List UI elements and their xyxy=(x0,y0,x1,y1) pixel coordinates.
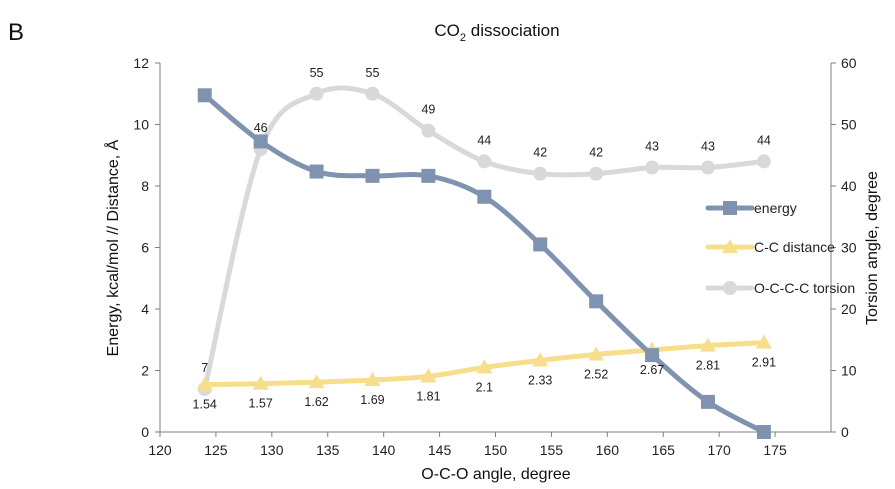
y-tick-label-right: 50 xyxy=(841,117,857,133)
data-point-o-c-c-c-torsion xyxy=(365,86,380,101)
data-label-c-c-distance: 2.81 xyxy=(696,359,720,373)
legend-marker-energy xyxy=(723,201,737,215)
y-axis-label-right: Torsion angle, degree xyxy=(864,171,881,325)
data-point-energy xyxy=(533,237,548,252)
legend-label-c-c-distance: C-C distance xyxy=(754,239,835,255)
data-label-c-c-distance: 2.52 xyxy=(584,368,608,382)
data-point-o-c-c-c-torsion xyxy=(700,160,715,175)
data-point-o-c-c-c-torsion xyxy=(533,166,548,181)
data-point-c-c-distance xyxy=(588,346,605,361)
data-point-o-c-c-c-torsion xyxy=(756,154,771,169)
y-tick-label-left: 12 xyxy=(133,55,149,71)
data-point-c-c-distance xyxy=(755,334,772,349)
data-label-torsion: 43 xyxy=(645,140,659,154)
y-tick-label-right: 40 xyxy=(841,178,857,194)
y-tick-label-right: 60 xyxy=(841,55,857,71)
data-point-c-c-distance xyxy=(364,372,381,387)
data-label-c-c-distance: 2.1 xyxy=(476,380,493,394)
panel-label: B xyxy=(8,19,24,46)
x-tick-label: 130 xyxy=(260,442,284,458)
x-axis-label: O-C-O angle, degree xyxy=(421,466,571,483)
data-point-c-c-distance xyxy=(252,375,269,390)
data-label-torsion: 7 xyxy=(201,361,208,375)
data-label-c-c-distance: 1.57 xyxy=(248,397,272,411)
data-point-c-c-distance xyxy=(476,359,493,374)
data-point-o-c-c-c-torsion xyxy=(645,160,660,175)
data-point-c-c-distance xyxy=(532,352,549,367)
data-point-energy xyxy=(477,189,492,204)
x-tick-label: 145 xyxy=(428,442,452,458)
x-tick-label: 135 xyxy=(316,442,340,458)
data-label-c-c-distance: 1.69 xyxy=(360,393,384,407)
data-labels: 1.54 1.57 1.62 1.69 1.81 2.1 2.33 2.52 2.67 2.81 2… xyxy=(193,66,777,412)
x-tick-label: 170 xyxy=(707,442,731,458)
data-point-o-c-c-c-torsion xyxy=(477,154,492,169)
x-tick-label: 150 xyxy=(484,442,508,458)
y-tick-label-left: 0 xyxy=(141,424,149,440)
x-tick-label: 120 xyxy=(148,442,172,458)
legend-marker-o-c-c-c-torsion xyxy=(723,281,737,295)
data-point-energy xyxy=(700,394,715,409)
chart-title: CO2 dissociation xyxy=(434,21,559,44)
data-label-c-c-distance: 1.62 xyxy=(304,395,328,409)
data-point-c-c-distance xyxy=(308,374,325,389)
data-point-energy xyxy=(253,134,268,149)
data-point-c-c-distance xyxy=(420,368,437,383)
y-tick-label-left: 10 xyxy=(133,117,149,133)
data-label-torsion: 46 xyxy=(254,121,268,135)
legend-marker-c-c-distance xyxy=(722,239,738,253)
data-point-energy xyxy=(756,425,771,439)
x-tick-label: 160 xyxy=(596,442,620,458)
legend-label-o-c-c-c-torsion: O-C-C-C torsion xyxy=(754,280,855,296)
data-label-torsion: 43 xyxy=(701,140,715,154)
data-label-torsion: 55 xyxy=(310,66,324,80)
data-point-energy xyxy=(197,88,212,103)
data-label-torsion: 42 xyxy=(589,146,603,160)
data-point-o-c-c-c-torsion xyxy=(589,166,604,181)
data-label-c-c-distance: 1.81 xyxy=(416,389,440,403)
data-point-energy xyxy=(365,168,380,183)
y-tick-label-left: 2 xyxy=(141,363,149,379)
x-tick-label: 155 xyxy=(540,442,564,458)
x-tick-label: 165 xyxy=(652,442,676,458)
data-point-c-c-distance xyxy=(699,337,716,352)
y-tick-label-left: 4 xyxy=(141,301,149,317)
data-label-c-c-distance: 2.67 xyxy=(640,363,664,377)
data-point-o-c-c-c-torsion xyxy=(421,123,436,138)
data-point-energy xyxy=(309,164,324,179)
chart-title-subscript: 2 xyxy=(460,32,466,44)
y-tick-label-right: 20 xyxy=(841,301,857,317)
data-point-energy xyxy=(645,348,660,363)
x-tick-label: 175 xyxy=(763,442,787,458)
data-point-c-c-distance xyxy=(196,376,213,391)
data-label-torsion: 44 xyxy=(757,133,771,147)
legend-label-energy: energy xyxy=(754,200,797,216)
y-tick-label-right: 30 xyxy=(841,240,857,256)
data-label-torsion: 42 xyxy=(533,146,547,160)
y-tick-label-right: 10 xyxy=(841,363,857,379)
x-tick-label: 140 xyxy=(372,442,396,458)
y-tick-label-right: 0 xyxy=(841,424,849,440)
data-label-torsion: 44 xyxy=(477,133,491,147)
data-label-torsion: 55 xyxy=(366,66,380,80)
axes: 120 125 130 135 140 145 150 155 160 165 170 1750246… xyxy=(133,55,856,458)
data-label-c-c-distance: 2.33 xyxy=(528,373,552,387)
x-tick-label: 125 xyxy=(204,442,228,458)
data-point-energy xyxy=(421,168,436,183)
y-tick-label-left: 8 xyxy=(141,178,149,194)
legend: energy C-C distance O-C-C-C torsion xyxy=(705,200,855,296)
data-label-c-c-distance: 1.54 xyxy=(193,398,217,412)
series-layer xyxy=(196,85,772,439)
data-point-o-c-c-c-torsion xyxy=(309,86,324,101)
y-axis-label-left: Energy, kcal/mol // Distance, Å xyxy=(103,139,122,356)
data-label-torsion: 49 xyxy=(421,103,435,117)
data-label-c-c-distance: 2.91 xyxy=(752,356,776,370)
data-point-energy xyxy=(589,294,604,309)
y-tick-label-left: 6 xyxy=(141,240,149,256)
